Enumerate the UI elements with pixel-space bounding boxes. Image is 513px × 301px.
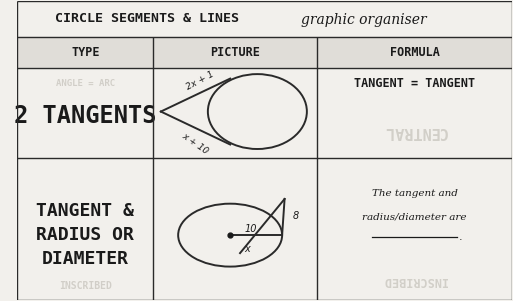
Text: PICTURE: PICTURE [210,46,260,59]
Text: INSCRIBED: INSCRIBED [59,281,112,291]
Text: TYPE: TYPE [71,46,100,59]
Text: TANGENT = TANGENT: TANGENT = TANGENT [354,76,475,90]
Text: INSCRIBED: INSCRIBED [383,274,447,287]
Text: CENTRAL: CENTRAL [383,123,446,138]
Bar [17,68,512,158]
Text: DIAMETER: DIAMETER [42,250,129,268]
Text: x + 10: x + 10 [181,131,210,156]
Text: radius/diameter are: radius/diameter are [362,213,467,222]
Text: ANGLE = ARC: ANGLE = ARC [56,79,115,88]
Text: 8: 8 [292,211,299,221]
Text: CIRCLE SEGMENTS & LINES: CIRCLE SEGMENTS & LINES [55,12,247,25]
Text: The tangent and: The tangent and [371,189,458,198]
Bar [17,1,512,37]
Text: 10: 10 [245,224,257,234]
Text: 2x + 1: 2x + 1 [185,70,216,92]
Text: RADIUS OR: RADIUS OR [36,226,134,244]
Bar [17,158,512,300]
Text: TANGENT &: TANGENT & [36,202,134,220]
Text: x: x [245,244,250,254]
Bar [17,37,512,68]
Text: graphic organiser: graphic organiser [301,13,427,27]
Text: FORMULA: FORMULA [389,46,440,59]
Text: 2 TANGENTS: 2 TANGENTS [14,104,156,128]
Text: .: . [459,232,463,242]
